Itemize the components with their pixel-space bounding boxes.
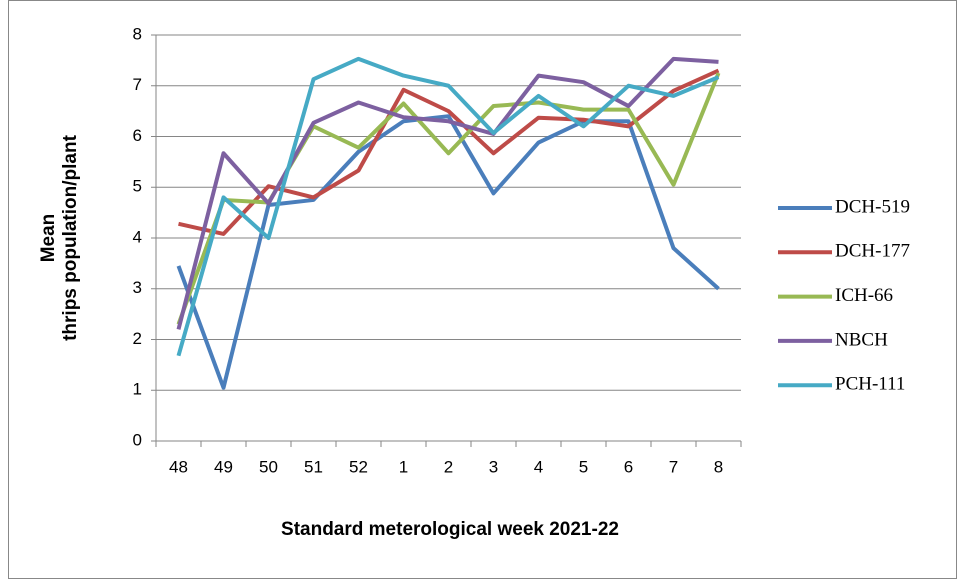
x-tick-label: 50 (259, 457, 278, 476)
y-tick-label: 2 (133, 329, 142, 348)
x-tick-label: 49 (214, 457, 233, 476)
x-tick-label: 51 (304, 457, 323, 476)
legend-label: DCH-177 (835, 241, 910, 262)
y-tick-label: 3 (133, 278, 142, 297)
chart-frame (8, 0, 957, 579)
series-line (176, 56, 719, 330)
series-line (178, 68, 720, 236)
x-tick-label: 1 (399, 457, 408, 476)
x-tick-label: 3 (489, 457, 498, 476)
legend-label: ICH-66 (835, 285, 893, 306)
y-tick-label: 7 (133, 75, 142, 94)
legend-label: PCH-111 (835, 374, 905, 395)
x-tick-label: 8 (714, 457, 723, 476)
x-tick-label: 48 (169, 457, 188, 476)
y-axis-title: Meanthrips population/plant (38, 134, 81, 340)
y-tick-label: 0 (133, 430, 142, 449)
x-axis-title: Standard meterological week 2021-22 (281, 519, 619, 540)
x-tick-label: 52 (349, 457, 368, 476)
y-tick-label: 5 (133, 177, 142, 196)
y-tick-label: 8 (133, 24, 142, 43)
y-tick-label: 6 (133, 126, 142, 145)
y-tick-label: 1 (133, 380, 142, 399)
x-tick-label: 6 (624, 457, 633, 476)
y-tick-label: 4 (133, 227, 142, 246)
legend-label: DCH-519 (835, 196, 910, 217)
series-line (176, 56, 720, 357)
legend-label: NBCH (835, 329, 888, 350)
x-tick-label: 2 (444, 457, 453, 476)
x-tick-label: 5 (579, 457, 588, 476)
x-tick-label: 4 (534, 457, 543, 476)
x-tick-label: 7 (669, 457, 678, 476)
